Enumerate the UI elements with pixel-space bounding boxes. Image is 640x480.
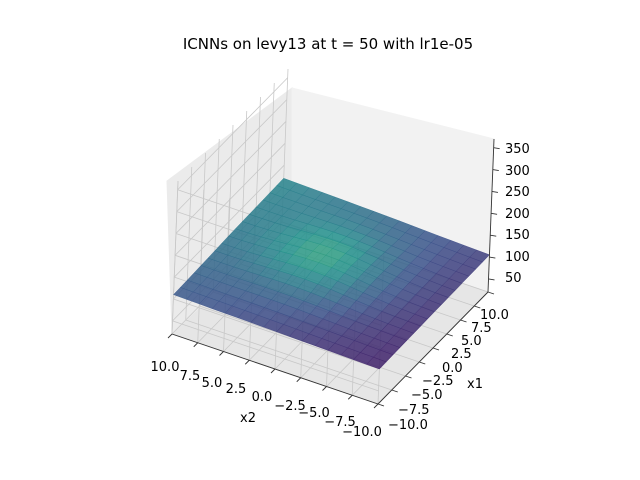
z-tick-mark (490, 234, 497, 237)
z-tick-mark (491, 191, 499, 193)
back-grid-line (177, 77, 288, 191)
left-grid-line (172, 320, 379, 392)
x1-tick-mark (419, 361, 426, 365)
z-tick-mark (492, 169, 499, 172)
x1-tick-label: 0.0 (442, 361, 463, 376)
x1-tick-label: −10.0 (388, 418, 428, 433)
z-tick-mark (491, 212, 498, 215)
x2-tick-label: −7.5 (324, 415, 356, 430)
x2-tick-label: 2.5 (226, 382, 247, 397)
surface (173, 178, 490, 370)
x1-tick-label: 5.0 (461, 334, 482, 349)
x2-tick-mark (219, 351, 224, 356)
back-grid-line (174, 143, 286, 256)
x1-tick-mark (405, 375, 412, 379)
x2-tick-mark (244, 359, 250, 365)
z-tick-mark (493, 147, 500, 150)
z-tick-label: 300 (505, 164, 530, 179)
x1-tick-mark (432, 347, 440, 351)
x1-tick-mark (446, 333, 453, 337)
x1-tick-label: 10.0 (480, 308, 509, 323)
back-grid-line (175, 121, 287, 234)
z-tick-label: 200 (505, 207, 530, 222)
x1-tick-label: 7.5 (471, 321, 492, 336)
z-tick-label: 100 (505, 250, 530, 265)
x2-tick-mark (296, 377, 302, 383)
x2-tick-label: 10.0 (151, 360, 180, 375)
x2-tick-label: −10.0 (342, 425, 382, 440)
x2-tick-labels: 10.0 7.5 5.0 2.5 0.0 −2.5 −5.0 −7.5 −10.… (151, 360, 382, 440)
x1-tick-mark (474, 305, 481, 309)
surface-facet (469, 249, 490, 263)
chart-title: ICNNs on levy13 at t = 50 with lr1e-05 (183, 35, 473, 53)
x2-tick-mark (270, 368, 276, 374)
x1-tick-mark (460, 319, 467, 323)
x2-tick-label: −5.0 (298, 406, 330, 421)
z-tick-label: 150 (505, 228, 530, 243)
x1-axis-label: x1 (467, 377, 483, 392)
axes (167, 138, 500, 409)
x2-tick-mark (373, 403, 379, 409)
z-tick-labels: 50 100 150 200 250 300 350 (505, 142, 530, 286)
back-grid-line (176, 99, 288, 212)
x2-axis-label: x2 (240, 411, 256, 426)
x1-tick-label: −2.5 (422, 374, 454, 389)
x1-tick-labels: −10.0 −7.5 −5.0 −2.5 0.0 2.5 5.0 7.5 10.… (388, 308, 509, 433)
x1-tick-mark (377, 403, 385, 407)
left-grid-line (173, 298, 380, 370)
z-axis-line (487, 138, 495, 293)
x2-tick-label: 7.5 (180, 369, 201, 384)
x2-tick-mark (322, 386, 327, 391)
x1-tick-mark (391, 389, 398, 393)
z-tick-label: 350 (505, 142, 530, 157)
x1-tick-mark (487, 291, 495, 295)
x1-tick-label: 2.5 (451, 347, 472, 362)
z-tick-label: 50 (505, 271, 522, 286)
left-grid-line (171, 180, 179, 335)
x1-tick-label: −5.0 (411, 388, 443, 403)
x2-tick-mark (167, 333, 173, 339)
x2-tick-label: 5.0 (202, 376, 223, 391)
z-tick-label: 250 (505, 185, 530, 200)
z-tick-mark (489, 256, 496, 259)
x1-tick-label: −7.5 (398, 403, 430, 418)
back-grid-line (173, 164, 285, 278)
x2-tick-mark (193, 342, 199, 348)
x2-tick-label: 0.0 (252, 390, 273, 405)
x2-tick-mark (347, 394, 353, 400)
z-tick-mark (488, 278, 495, 281)
x2-tick-label: −2.5 (274, 399, 306, 414)
